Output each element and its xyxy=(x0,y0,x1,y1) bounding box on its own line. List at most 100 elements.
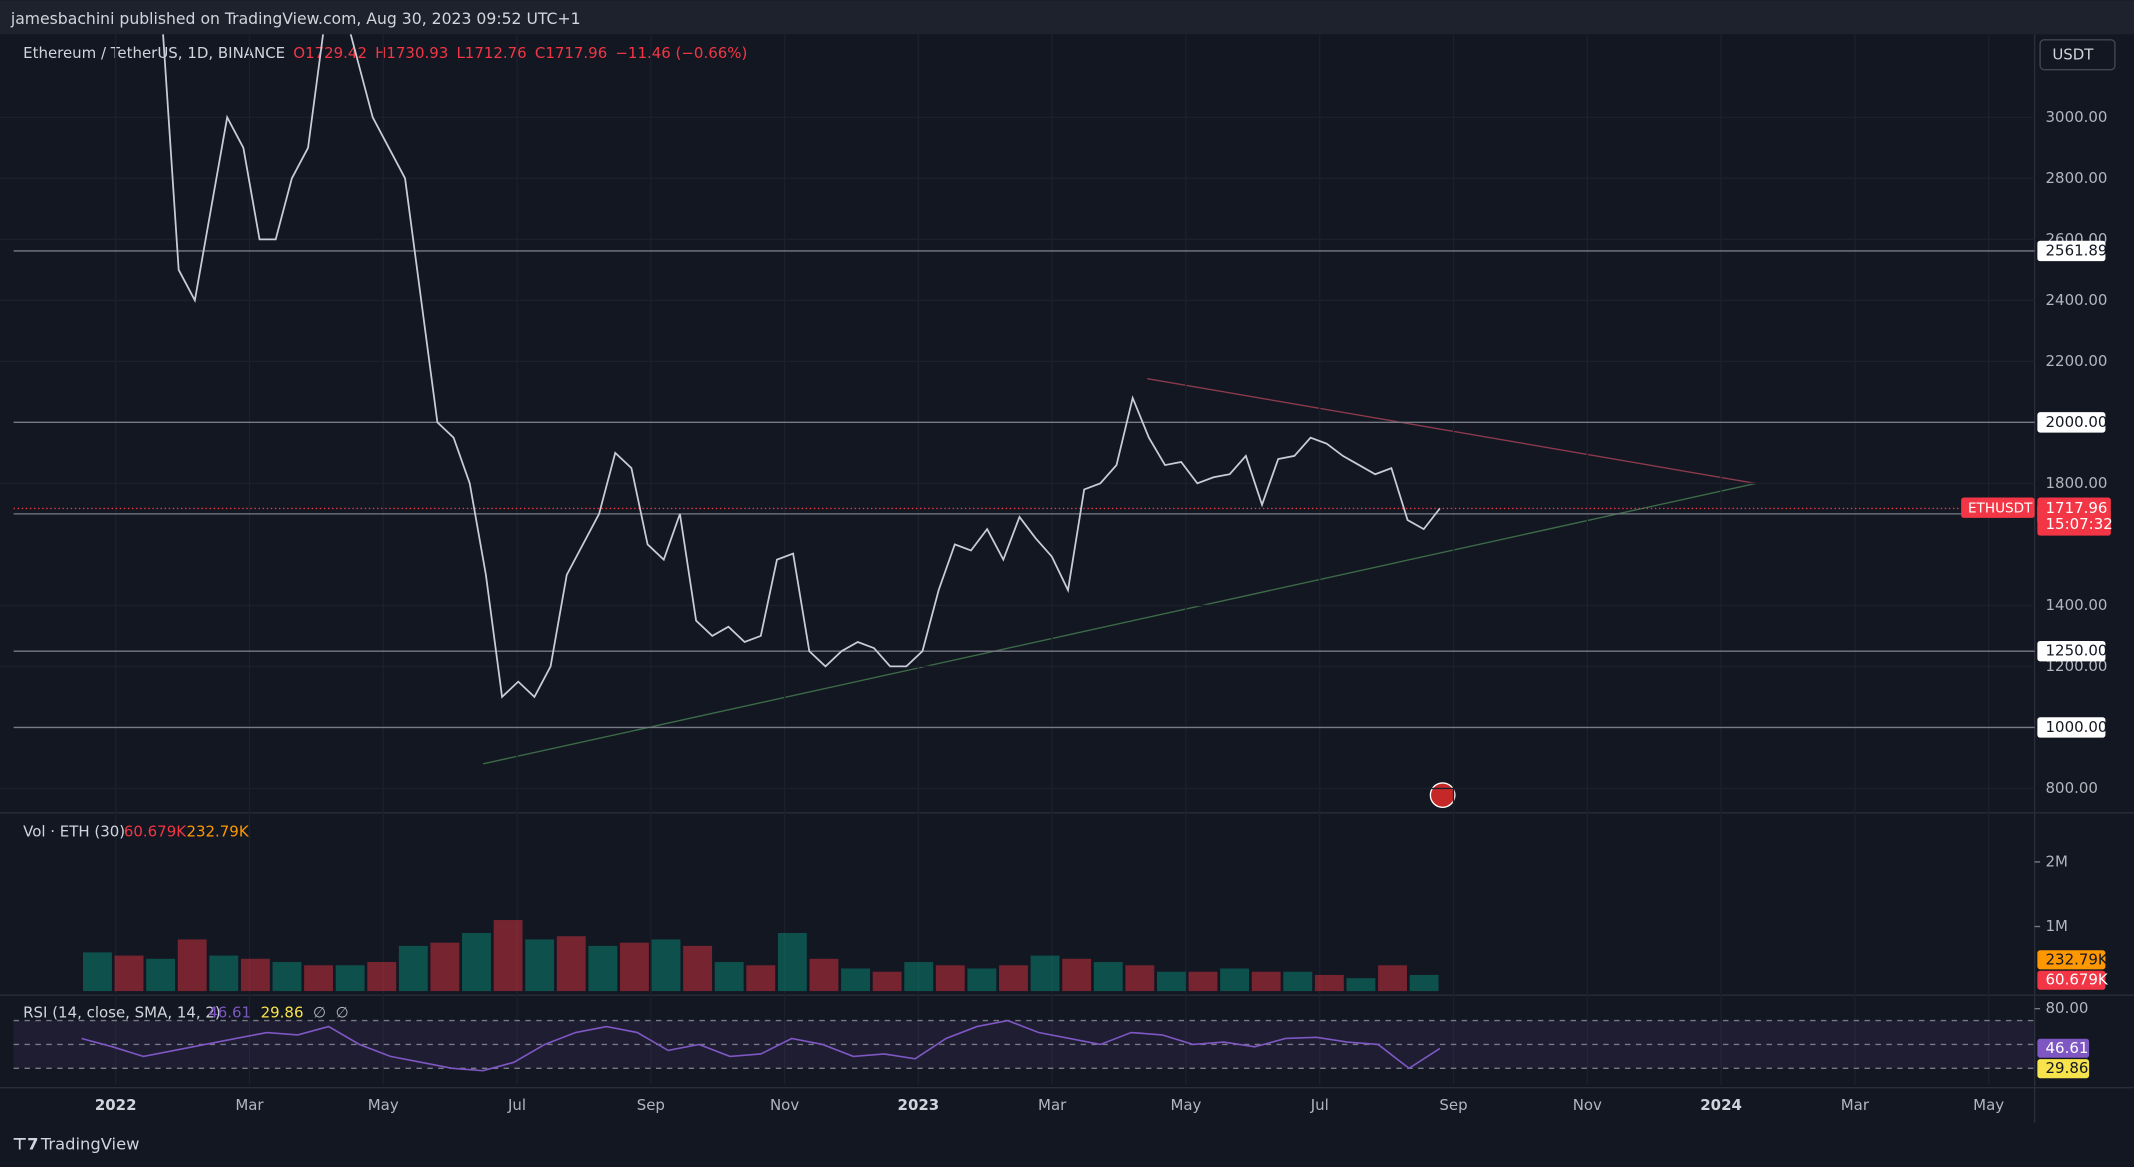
currency[interactable]: USDT xyxy=(2052,45,2094,63)
volume-bar xyxy=(809,958,839,992)
x-tick-label: Mar xyxy=(235,1096,264,1114)
volume-bar xyxy=(177,939,207,992)
price-line xyxy=(162,34,1441,699)
y-tick-label: 1200.00 xyxy=(2046,657,2108,675)
y-tick-label: 2400.00 xyxy=(2046,291,2108,309)
y-tick-label: 800.00 xyxy=(2046,779,2098,797)
level-label: 1250.00 xyxy=(2046,642,2108,660)
legend-text: O1729.42 xyxy=(293,44,367,62)
volume-bar xyxy=(556,936,586,992)
legend-text: Ethereum / TetherUS, 1D, BINANCE xyxy=(23,44,285,62)
current-label: 1717.96 xyxy=(2046,499,2108,517)
top-bar xyxy=(0,0,2134,35)
legend-text: H1730.93 xyxy=(375,44,448,62)
volume-bar xyxy=(588,945,618,992)
y-tick-label: 3000.00 xyxy=(2046,108,2108,126)
volume-bar xyxy=(240,958,270,992)
level-box xyxy=(2037,717,2106,738)
rsi-box xyxy=(2037,1038,2090,1058)
volume-bar xyxy=(1220,968,1250,992)
footer-brand: TradingView xyxy=(40,1134,140,1153)
volume-bar xyxy=(1251,971,1281,992)
volume-title: Vol · ETH (30) xyxy=(23,822,125,840)
y-tick-label: 1M xyxy=(2046,917,2068,935)
vol-box xyxy=(2037,970,2106,990)
volume-bar xyxy=(1409,974,1439,992)
volume-bar xyxy=(967,968,997,992)
volume-bar xyxy=(746,965,776,992)
volume-bar xyxy=(620,942,649,992)
rsi-band xyxy=(13,1020,2035,1069)
x-tick-label: 2022 xyxy=(95,1096,137,1114)
current-box xyxy=(2037,497,2111,536)
x-tick-label: Mar xyxy=(1841,1096,1870,1114)
trend-line xyxy=(482,482,1756,765)
volume-bar xyxy=(1346,978,1376,992)
volume-bar xyxy=(872,971,902,992)
volume-bar xyxy=(335,965,365,992)
volume-bar xyxy=(398,945,428,992)
volume-bar xyxy=(114,955,144,992)
volume-bar xyxy=(935,965,965,992)
volume-bar xyxy=(367,962,397,992)
volume-bar xyxy=(1188,971,1218,992)
legend-text: L1712.76 xyxy=(456,44,526,62)
x-tick-label: Jul xyxy=(1310,1096,1329,1114)
symbol-label: ETHUSDT xyxy=(1968,500,2033,516)
vol-last: 232.79K xyxy=(2046,950,2109,968)
x-tick-label: 2024 xyxy=(1700,1096,1742,1114)
volume-bar xyxy=(304,965,333,992)
event-icon[interactable] xyxy=(1429,782,1456,809)
x-tick-label: Nov xyxy=(1573,1096,1602,1114)
rsi-last: 29.86 xyxy=(2046,1059,2089,1077)
x-tick-label: May xyxy=(368,1096,399,1114)
publisher: jamesbachini published on TradingView.co… xyxy=(10,9,581,28)
volume-bar xyxy=(272,962,302,992)
level-box xyxy=(2037,240,2106,262)
y-tick-label: 1400.00 xyxy=(2046,596,2108,614)
rsi-legend: 46.61 xyxy=(208,1003,251,1021)
level-box xyxy=(2037,640,2106,662)
trend-line xyxy=(1147,378,1756,485)
vol-box xyxy=(2037,950,2106,970)
level-label: 2000.00 xyxy=(2046,413,2108,431)
y-tick-label: 80.00 xyxy=(2046,999,2089,1017)
x-tick-label: May xyxy=(1170,1096,1201,1114)
volume-bar xyxy=(525,939,555,992)
countdown: 15:07:32 xyxy=(2046,515,2113,533)
volume-bar xyxy=(209,955,239,992)
rsi-line xyxy=(81,1019,1441,1072)
y-tick-label: 2M xyxy=(2046,852,2068,870)
logo: ⊤7 xyxy=(12,1134,38,1153)
x-tick-label: Sep xyxy=(1439,1096,1467,1114)
volume-bar xyxy=(1062,958,1092,992)
volume-bar xyxy=(904,962,934,992)
legend-text: −11.46 (−0.66%) xyxy=(615,44,747,62)
rsi-legend: 29.86 xyxy=(261,1003,304,1021)
legend-text: C1717.96 xyxy=(535,44,607,62)
volume-bar xyxy=(999,965,1028,992)
rsi-legend: ∅ xyxy=(336,1003,349,1021)
volume-bar xyxy=(651,939,681,992)
volume-legend: 60.679K xyxy=(124,822,187,840)
currency-button[interactable] xyxy=(2039,39,2116,71)
rsi-title: RSI (14, close, SMA, 14, 2) xyxy=(23,1003,221,1021)
volume-bar xyxy=(683,945,713,992)
vol-last: 60.679K xyxy=(2046,971,2109,989)
y-tick-label: 2200.00 xyxy=(2046,352,2108,370)
volume-bar xyxy=(83,952,112,992)
x-tick-label: Mar xyxy=(1038,1096,1067,1114)
volume-bar xyxy=(430,942,460,992)
volume-bar xyxy=(1125,965,1155,992)
volume-bar xyxy=(777,932,807,992)
volume-bar xyxy=(1314,974,1344,992)
level-box xyxy=(2037,412,2106,433)
y-tick-label: 2800.00 xyxy=(2046,169,2108,187)
level-label: 1000.00 xyxy=(2046,718,2108,736)
y-tick-label: 1800.00 xyxy=(2046,474,2108,492)
volume-bar xyxy=(1030,955,1060,992)
symbol-box xyxy=(1961,497,2035,518)
x-tick-label: May xyxy=(1973,1096,2004,1114)
